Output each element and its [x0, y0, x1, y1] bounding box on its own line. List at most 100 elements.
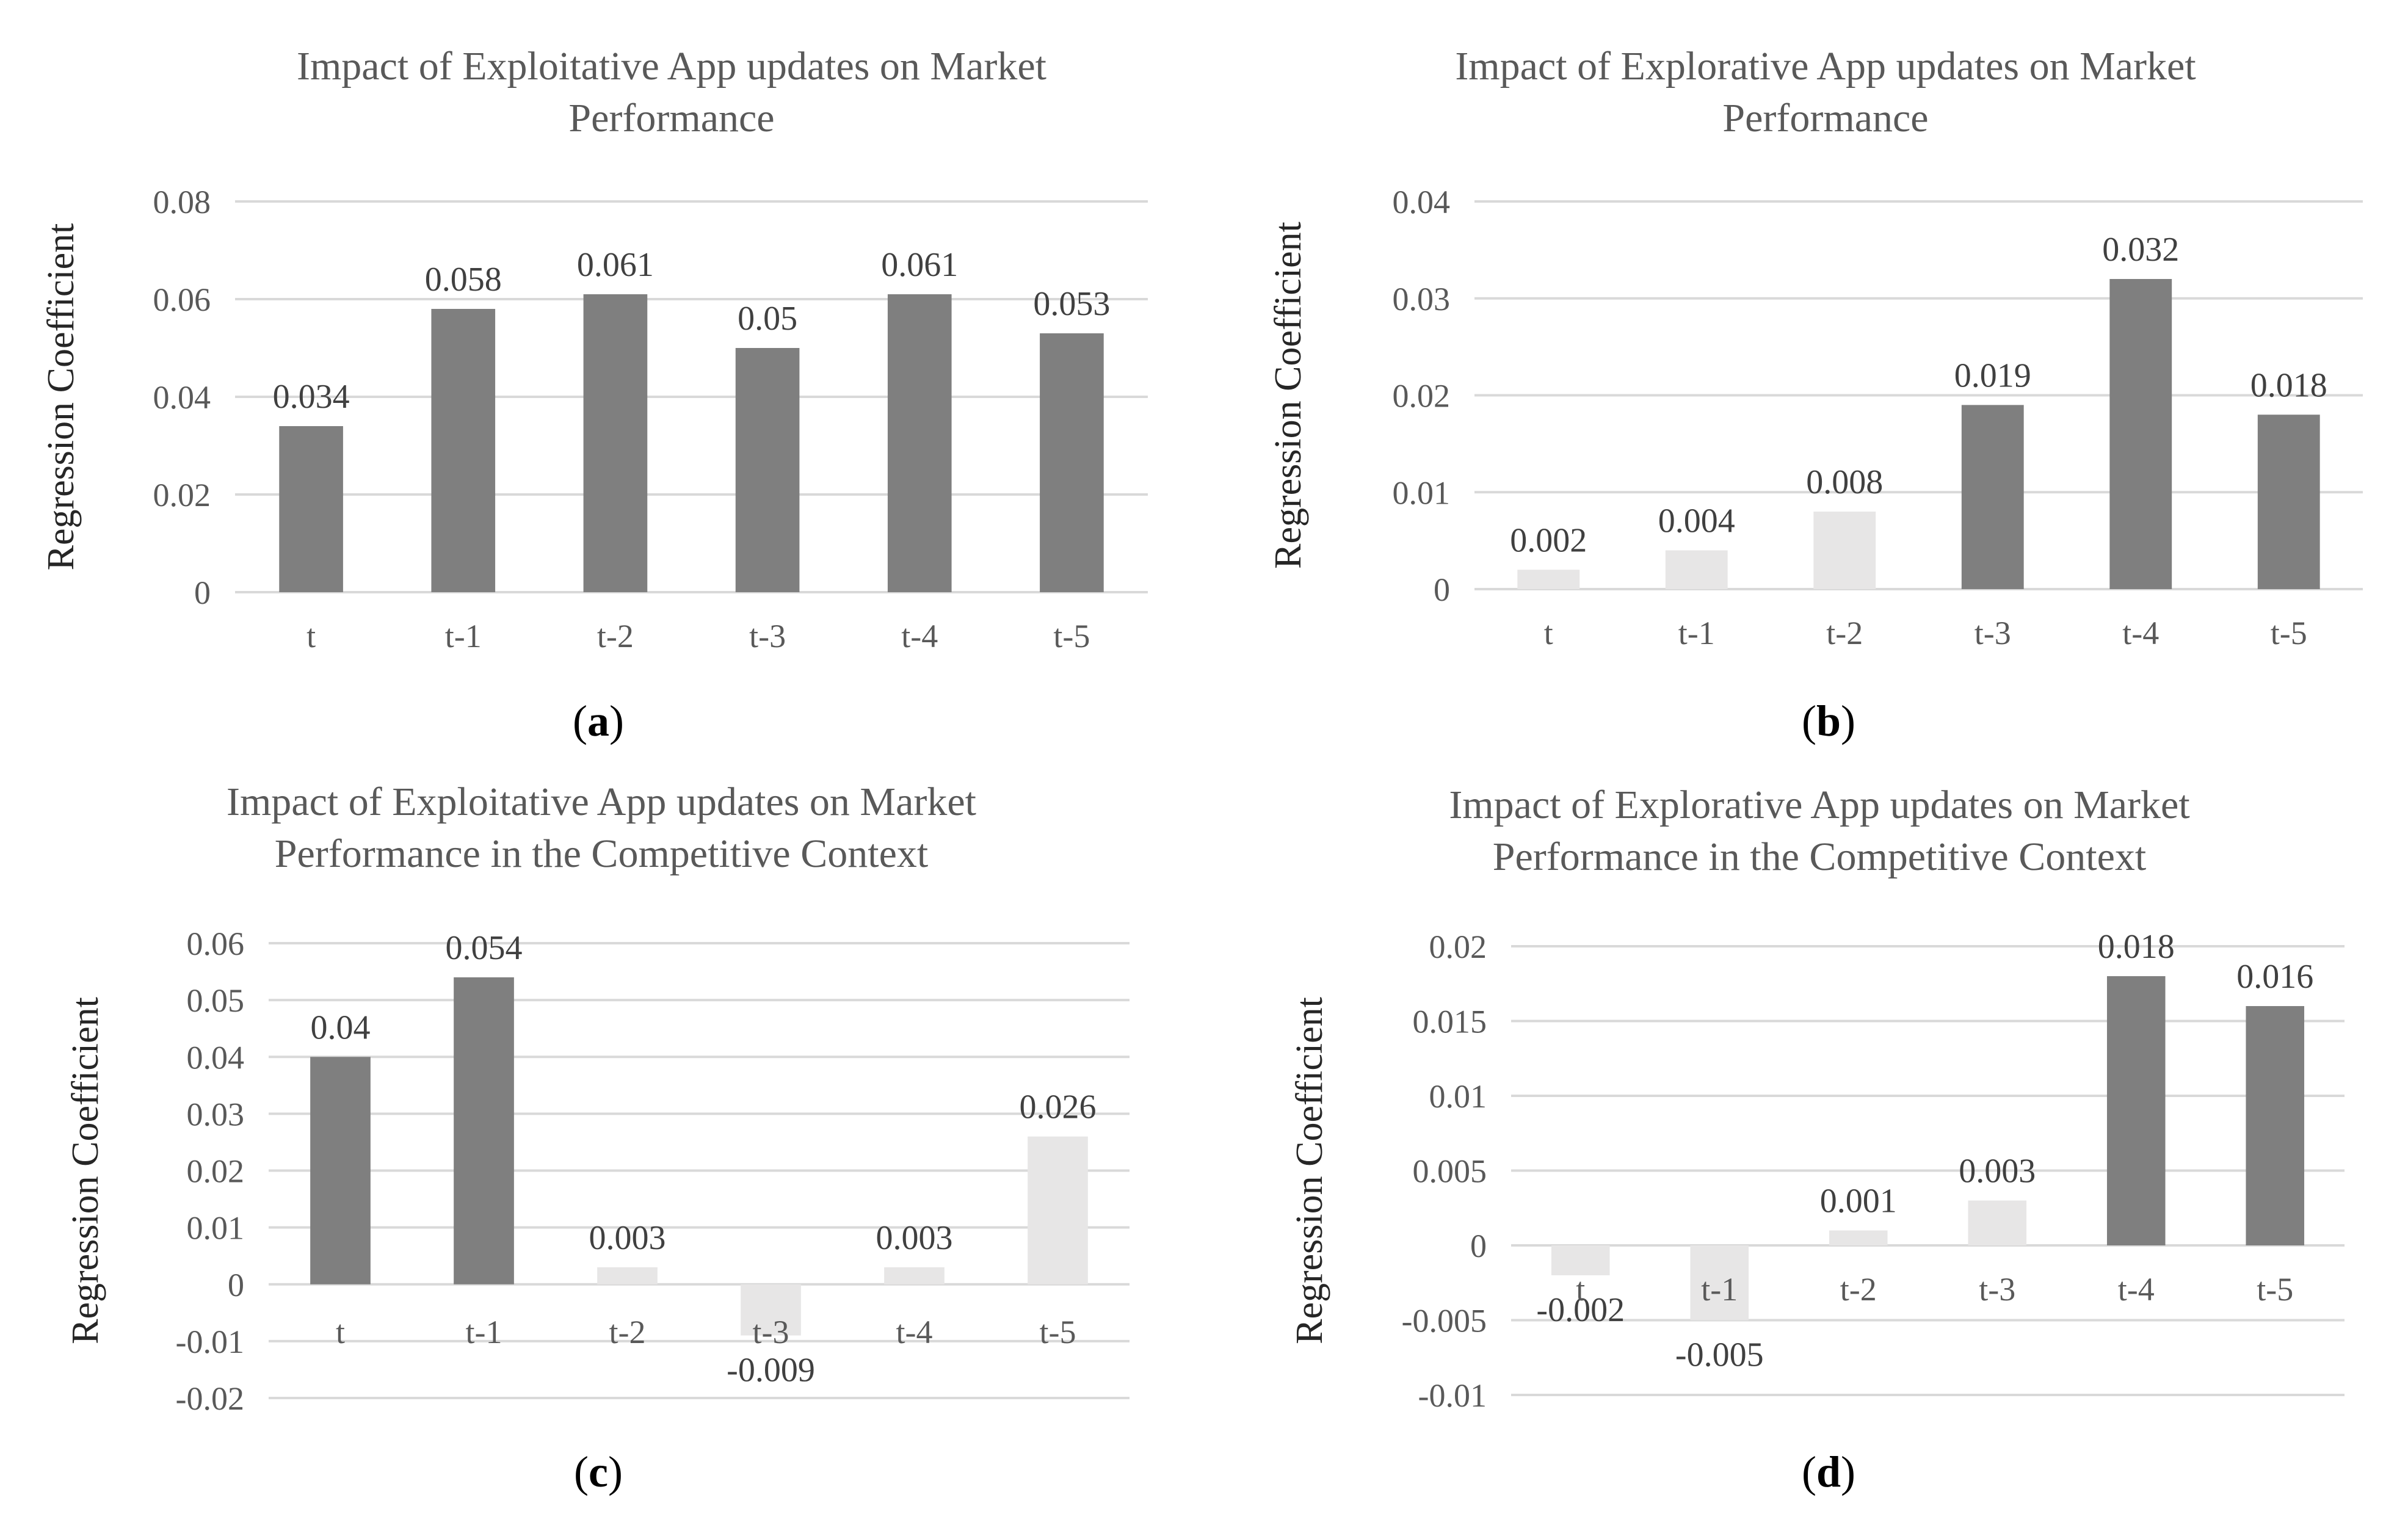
chart-c-value-label-t-2: 0.003 — [589, 1219, 666, 1257]
chart-a-value-label-t-4: 0.061 — [881, 246, 958, 284]
chart-panel-b: Impact of Explorative App updates on Mar… — [1215, 0, 2406, 708]
chart-d-value-label-t-3: 0.003 — [1959, 1153, 2036, 1190]
chart-c-xtick-label-t-5: t-5 — [1040, 1314, 1076, 1350]
chart-a-xtick-label-t-3: t-3 — [749, 618, 786, 654]
chart-c-bar-t-3 — [741, 1284, 801, 1336]
chart-c-value-label-t-1: 0.054 — [446, 929, 523, 967]
chart-b-xtick-label-t-3: t-3 — [1975, 615, 2011, 651]
chart-a-bar-t-2 — [583, 294, 648, 592]
chart-c-xtick-label-t-4: t-4 — [896, 1314, 933, 1350]
chart-c-title-line-1: Performance in the Competitive Context — [275, 831, 928, 876]
chart-a-title-line-0: Impact of Exploitative App updates on Ma… — [297, 44, 1046, 89]
chart-b-ylabel: Regression Coefficient — [1267, 222, 1309, 569]
chart-d-xtick-label-t-4: t-4 — [2118, 1271, 2155, 1308]
chart-d-title-line-0: Impact of Explorative App updates on Mar… — [1449, 783, 2189, 827]
chart-b-bar-t — [1517, 570, 1580, 589]
chart-panel-c: Impact of Exploitative App updates on Ma… — [0, 769, 1197, 1441]
caption-d-letter: d — [1816, 1447, 1841, 1496]
chart-d-ylabel: Regression Coefficient — [1289, 997, 1330, 1344]
chart-b-xtick-label-t-1: t-1 — [1678, 615, 1715, 651]
chart-c-value-label-t-3: -0.009 — [727, 1352, 815, 1389]
chart-d-value-label-t-4: 0.018 — [2098, 928, 2175, 966]
chart-d-ytick-label: 0.015 — [1413, 1004, 1487, 1040]
chart-d-xtick-label-t-5: t-5 — [2257, 1271, 2293, 1308]
chart-b-bar-t-1 — [1665, 550, 1728, 589]
chart-b-value-label-t: 0.002 — [1510, 521, 1587, 559]
caption-c-letter: c — [589, 1447, 608, 1496]
chart-d-ytick-label: 0.005 — [1413, 1153, 1487, 1190]
caption-d: (d) — [1801, 1447, 1855, 1496]
chart-d-svg: Impact of Explorative App updates on Mar… — [1289, 783, 2345, 1414]
chart-a-value-label-t-1: 0.058 — [425, 261, 502, 299]
chart-b-ytick-label: 0.03 — [1393, 281, 1451, 317]
chart-a-ytick-label: 0 — [194, 574, 211, 611]
chart-c-xtick-label-t: t — [336, 1314, 345, 1350]
chart-c-bar-t — [310, 1057, 371, 1284]
chart-d-ytick-label: 0.02 — [1429, 929, 1487, 965]
chart-a-ytick-label: 0.06 — [153, 281, 211, 318]
chart-c-ytick-label: -0.02 — [176, 1380, 244, 1417]
chart-b-value-label-t-1: 0.004 — [1658, 502, 1735, 540]
chart-d-value-label-t-5: 0.016 — [2236, 958, 2313, 996]
chart-b-bar-t-3 — [1961, 405, 2024, 589]
chart-d-ytick-label: 0 — [1470, 1228, 1487, 1264]
chart-c-ytick-label: 0.01 — [187, 1210, 245, 1247]
chart-b-xtick-label-t-4: t-4 — [2122, 615, 2159, 651]
chart-a-ytick-label: 0.02 — [153, 477, 211, 513]
caption-a: (a) — [573, 697, 624, 745]
chart-d-ytick-label: 0.01 — [1429, 1078, 1487, 1115]
caption-a-letter: a — [587, 697, 609, 745]
chart-d-bar-t — [1551, 1245, 1610, 1275]
chart-a-bar-t-4 — [887, 294, 952, 592]
chart-c-xtick-label-t-3: t-3 — [753, 1314, 789, 1350]
chart-a-ylabel: Regression Coefficient — [40, 223, 82, 571]
chart-b-title-line-1: Performance — [1722, 96, 1928, 140]
chart-b-ytick-label: 0 — [1434, 571, 1450, 608]
chart-d-bar-t-1 — [1690, 1245, 1749, 1320]
chart-d-bar-t-4 — [2106, 976, 2166, 1245]
chart-b-bar-t-2 — [1813, 512, 1876, 589]
chart-b-value-label-t-3: 0.019 — [1954, 357, 2031, 394]
chart-d-ytick-label: -0.005 — [1402, 1303, 1487, 1339]
caption-b-letter: b — [1816, 697, 1841, 745]
chart-c-xtick-label-t-2: t-2 — [609, 1314, 646, 1350]
chart-a-value-label-t-2: 0.061 — [577, 246, 654, 284]
chart-d-xtick-label-t-2: t-2 — [1840, 1271, 1877, 1308]
chart-b-xtick-label-t-2: t-2 — [1826, 615, 1863, 651]
chart-b-bar-t-5 — [2257, 415, 2320, 589]
chart-d-value-label-t: -0.002 — [1536, 1291, 1625, 1329]
caption-c: (c) — [574, 1447, 623, 1496]
chart-c-title-line-0: Impact of Exploitative App updates on Ma… — [227, 780, 976, 824]
chart-c-value-label-t-4: 0.003 — [876, 1219, 953, 1257]
chart-b-value-label-t-5: 0.018 — [2250, 366, 2327, 404]
chart-c-ylabel: Regression Coefficient — [65, 997, 106, 1344]
chart-a-xtick-label-t-4: t-4 — [901, 618, 938, 654]
chart-b-value-label-t-4: 0.032 — [2102, 231, 2179, 269]
chart-b-bar-t-4 — [2109, 279, 2172, 589]
chart-c-bar-t-2 — [597, 1267, 658, 1284]
chart-panel-a: Impact of Exploitative App updates on Ma… — [0, 0, 1197, 708]
chart-b-title-line-0: Impact of Explorative App updates on Mar… — [1455, 44, 2196, 89]
chart-a-xtick-label-t: t — [306, 618, 316, 654]
chart-d-value-label-t-1: -0.005 — [1675, 1336, 1764, 1374]
chart-a-svg: Impact of Exploitative App updates on Ma… — [40, 44, 1148, 654]
chart-d-bar-t-5 — [2246, 1006, 2305, 1245]
chart-a-xtick-label-t-1: t-1 — [445, 618, 482, 654]
chart-d-bar-t-3 — [1968, 1200, 2027, 1245]
chart-c-ytick-label: -0.01 — [176, 1324, 244, 1360]
chart-d-xtick-label-t: t — [1576, 1271, 1585, 1308]
chart-a-title-line-1: Performance — [568, 96, 774, 140]
caption-b: (b) — [1801, 697, 1855, 745]
chart-d-bar-t-2 — [1829, 1230, 1888, 1245]
chart-a-bar-t-5 — [1040, 333, 1104, 592]
chart-c-value-label-t: 0.04 — [311, 1009, 371, 1046]
chart-c-bar-t-1 — [454, 977, 514, 1284]
chart-a-bar-t-1 — [431, 309, 496, 592]
chart-a-ytick-label: 0.04 — [153, 379, 211, 416]
chart-a-xtick-label-t-5: t-5 — [1053, 618, 1090, 654]
chart-a-value-label-t: 0.034 — [273, 378, 350, 416]
chart-c-xtick-label-t-1: t-1 — [466, 1314, 502, 1350]
chart-c-ytick-label: 0.04 — [187, 1039, 245, 1076]
chart-c-svg: Impact of Exploitative App updates on Ma… — [65, 780, 1130, 1417]
chart-a-xtick-label-t-2: t-2 — [597, 618, 634, 654]
